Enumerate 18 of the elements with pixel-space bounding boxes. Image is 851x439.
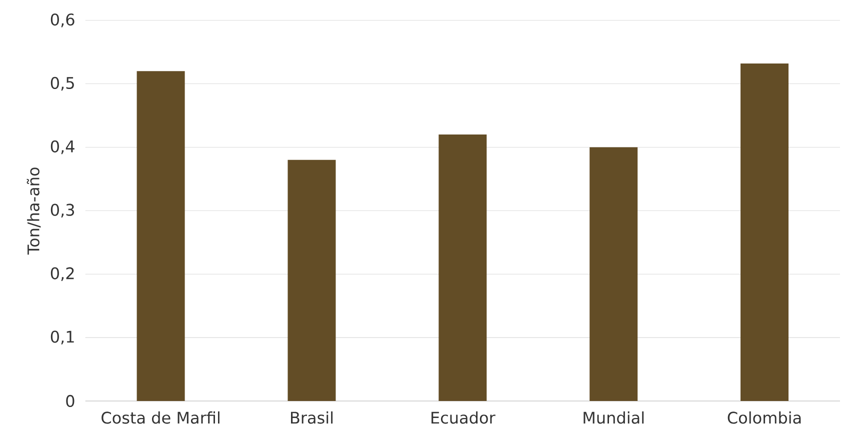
x-tick-label: Colombia bbox=[728, 411, 801, 424]
y-tick-label: 0,6 bbox=[50, 13, 74, 28]
bar bbox=[740, 63, 789, 401]
y-axis-title: Ton/ha-año bbox=[26, 168, 41, 255]
x-tick-label: Brasil bbox=[291, 411, 333, 424]
bar bbox=[438, 134, 487, 401]
y-tick-label: 0,3 bbox=[50, 204, 74, 218]
bar bbox=[590, 147, 638, 401]
y-tick-label: 0,1 bbox=[50, 330, 74, 344]
bar bbox=[288, 160, 336, 401]
x-tick-label: Mundial bbox=[584, 411, 644, 424]
x-tick-label: Ecuador bbox=[432, 411, 496, 424]
y-tick-label: 0 bbox=[66, 394, 74, 408]
y-tick-label: 0,5 bbox=[50, 76, 74, 91]
y-tick-label: 0,4 bbox=[50, 140, 74, 154]
y-tick-label: 0,2 bbox=[50, 267, 74, 281]
x-tick-label: Costa de Marfil bbox=[102, 411, 220, 424]
bar bbox=[136, 71, 185, 401]
